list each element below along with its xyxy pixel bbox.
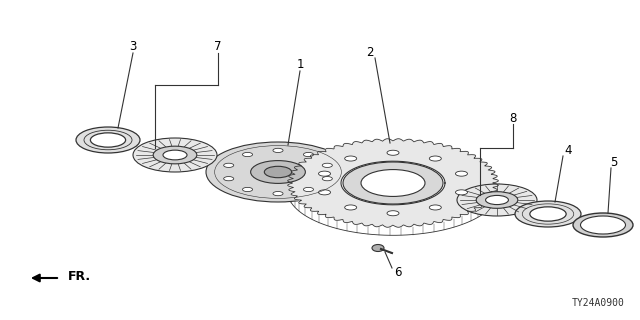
Ellipse shape xyxy=(323,177,332,181)
Polygon shape xyxy=(341,161,445,205)
Ellipse shape xyxy=(372,244,384,252)
Text: TY24A0900: TY24A0900 xyxy=(572,298,625,308)
Text: 2: 2 xyxy=(366,45,374,59)
Text: FR.: FR. xyxy=(68,269,91,283)
Ellipse shape xyxy=(206,142,350,202)
Ellipse shape xyxy=(345,205,356,210)
Ellipse shape xyxy=(319,171,330,176)
Ellipse shape xyxy=(476,192,518,208)
Ellipse shape xyxy=(530,207,566,221)
Polygon shape xyxy=(287,139,499,227)
Ellipse shape xyxy=(319,190,330,195)
Ellipse shape xyxy=(486,196,508,204)
Ellipse shape xyxy=(223,163,234,167)
Text: 1: 1 xyxy=(296,59,304,71)
Ellipse shape xyxy=(457,184,537,216)
Ellipse shape xyxy=(303,188,314,192)
Ellipse shape xyxy=(361,170,425,196)
Text: 7: 7 xyxy=(214,41,221,53)
Ellipse shape xyxy=(387,150,399,155)
Ellipse shape xyxy=(133,138,217,172)
Ellipse shape xyxy=(90,133,125,147)
Ellipse shape xyxy=(251,161,305,183)
Ellipse shape xyxy=(153,146,197,164)
Ellipse shape xyxy=(264,166,292,178)
Ellipse shape xyxy=(223,177,234,181)
Text: 8: 8 xyxy=(509,111,516,124)
Text: 4: 4 xyxy=(564,143,572,156)
Ellipse shape xyxy=(163,150,187,160)
Text: 6: 6 xyxy=(394,266,402,278)
Ellipse shape xyxy=(273,191,283,196)
Ellipse shape xyxy=(345,156,356,161)
Ellipse shape xyxy=(343,162,443,204)
Ellipse shape xyxy=(76,127,140,153)
Ellipse shape xyxy=(456,190,467,195)
Ellipse shape xyxy=(243,188,253,192)
Ellipse shape xyxy=(429,156,442,161)
Ellipse shape xyxy=(387,211,399,216)
Ellipse shape xyxy=(243,152,253,156)
Text: 3: 3 xyxy=(129,41,137,53)
Ellipse shape xyxy=(303,152,314,156)
Ellipse shape xyxy=(580,216,625,234)
Ellipse shape xyxy=(273,148,283,153)
Ellipse shape xyxy=(323,163,332,167)
Ellipse shape xyxy=(573,213,633,237)
Text: 5: 5 xyxy=(611,156,618,169)
Ellipse shape xyxy=(515,201,581,227)
Ellipse shape xyxy=(456,171,467,176)
Ellipse shape xyxy=(429,205,442,210)
